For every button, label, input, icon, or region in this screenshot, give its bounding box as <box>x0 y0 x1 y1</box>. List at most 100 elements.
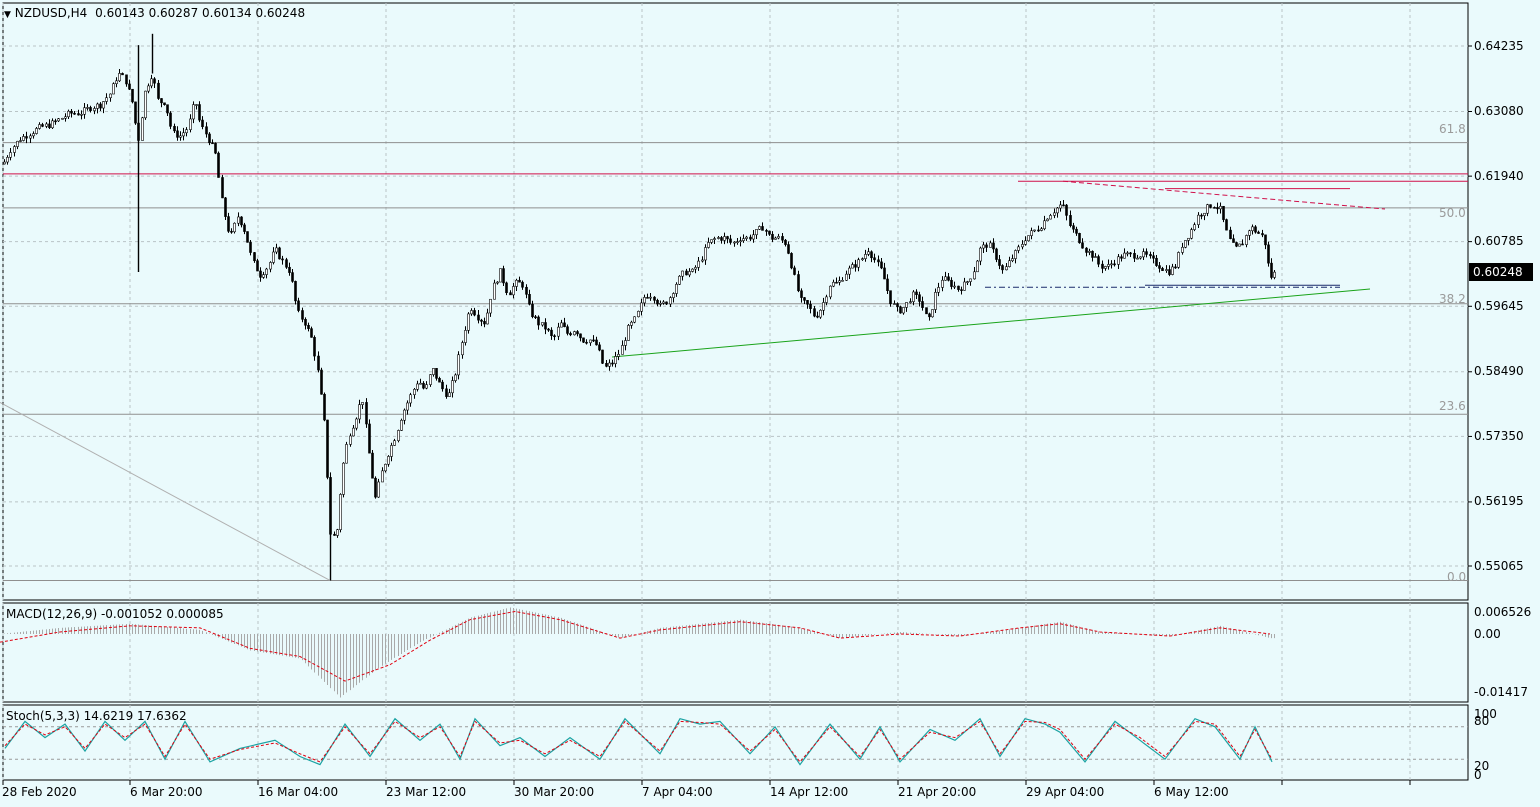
candle-body <box>729 238 732 243</box>
candle-body <box>777 236 780 239</box>
candle-body <box>1181 246 1184 253</box>
candle-body <box>1261 233 1264 236</box>
candle-body <box>214 142 217 154</box>
candle-body <box>979 247 982 262</box>
candle-body <box>784 239 787 245</box>
candle-body <box>1097 256 1100 265</box>
macd-tick: 0.00 <box>1474 627 1501 641</box>
candle-body <box>473 310 476 316</box>
candle-body <box>445 388 448 397</box>
candle-body <box>793 267 796 275</box>
candle-body <box>918 294 921 302</box>
candle-body <box>787 244 790 254</box>
candle-body <box>573 331 576 336</box>
candle-body <box>905 302 908 308</box>
candle-body <box>829 285 832 298</box>
candle-body <box>169 112 172 127</box>
price-tick: 0.57350 <box>1474 429 1524 443</box>
candle-body <box>288 266 291 273</box>
candle-body <box>886 278 889 291</box>
time-tick: 30 Mar 20:00 <box>514 785 595 799</box>
candle-body <box>985 244 988 248</box>
candle-body <box>189 118 192 130</box>
candle-body <box>297 300 300 311</box>
candle-body <box>713 238 716 240</box>
candle-body <box>48 123 51 129</box>
candle-body <box>1069 215 1072 226</box>
candle-body <box>80 114 83 116</box>
candle-body <box>643 297 646 304</box>
candle-body <box>525 286 528 295</box>
candle-body <box>509 292 512 296</box>
candle-body <box>374 477 377 498</box>
candle-body <box>1222 205 1225 220</box>
candle-body <box>1053 212 1056 216</box>
candle-body <box>317 355 320 371</box>
candle-body <box>582 337 585 343</box>
candle-body <box>1161 268 1164 271</box>
candle-body <box>515 279 518 287</box>
candle-body <box>685 270 688 276</box>
candle-body <box>413 389 416 396</box>
candle-body <box>857 259 860 268</box>
candle-body <box>339 494 342 530</box>
candle-body <box>704 247 707 261</box>
candle-body <box>211 142 214 145</box>
candle-body <box>294 281 297 302</box>
candle-body <box>233 222 236 233</box>
candle-body <box>272 251 275 263</box>
candle-body <box>128 83 131 90</box>
time-tick: 28 Feb 2020 <box>2 785 77 799</box>
candle-body <box>771 233 774 240</box>
candle-body <box>121 73 124 76</box>
candle-body <box>518 279 521 283</box>
candle-body <box>672 293 675 298</box>
candle-body <box>601 349 604 364</box>
candle-body <box>320 369 323 395</box>
candle-body <box>707 242 710 248</box>
price-tick: 0.64235 <box>1474 39 1524 53</box>
candle-body <box>304 319 307 326</box>
candle-body <box>614 356 617 364</box>
candle-body <box>937 287 940 293</box>
time-tick: 6 Mar 20:00 <box>130 785 203 799</box>
candle-body <box>51 120 54 129</box>
candle-body <box>240 216 243 226</box>
candle-body <box>579 333 582 339</box>
time-tick: 29 Apr 04:00 <box>1026 785 1105 799</box>
candle-body <box>1229 229 1232 240</box>
candle-body <box>1037 229 1040 232</box>
current-price-tag: 0.60248 <box>1469 263 1533 281</box>
candle-body <box>96 103 99 109</box>
candle-body <box>832 281 835 287</box>
candle-body <box>1033 229 1036 232</box>
candle-body <box>333 533 336 536</box>
candle-body <box>269 262 272 270</box>
fib-level-label: 38.2 <box>1439 292 1466 306</box>
candle-body <box>781 236 784 241</box>
candle-body <box>144 90 147 119</box>
candle-body <box>761 226 764 231</box>
candle-body <box>701 259 704 262</box>
dropdown-triangle-icon[interactable]: ▼ <box>4 10 11 20</box>
candle-body <box>105 97 108 102</box>
candle-body <box>400 419 403 431</box>
candle-body <box>835 281 838 284</box>
candle-body <box>342 462 345 495</box>
candle-body <box>281 258 284 261</box>
candle-body <box>547 328 550 331</box>
candle-body <box>1171 266 1174 275</box>
candle-body <box>950 279 953 287</box>
candle-body <box>720 237 723 241</box>
candle-body <box>1264 234 1267 246</box>
candle-body <box>723 236 726 241</box>
candle-body <box>99 103 102 109</box>
candle-body <box>883 267 886 280</box>
candle-body <box>38 124 41 129</box>
candle-body <box>717 237 720 239</box>
candle-body <box>1187 237 1190 241</box>
candle-body <box>800 290 803 298</box>
candle-body <box>29 135 32 139</box>
candle-body <box>112 83 115 95</box>
